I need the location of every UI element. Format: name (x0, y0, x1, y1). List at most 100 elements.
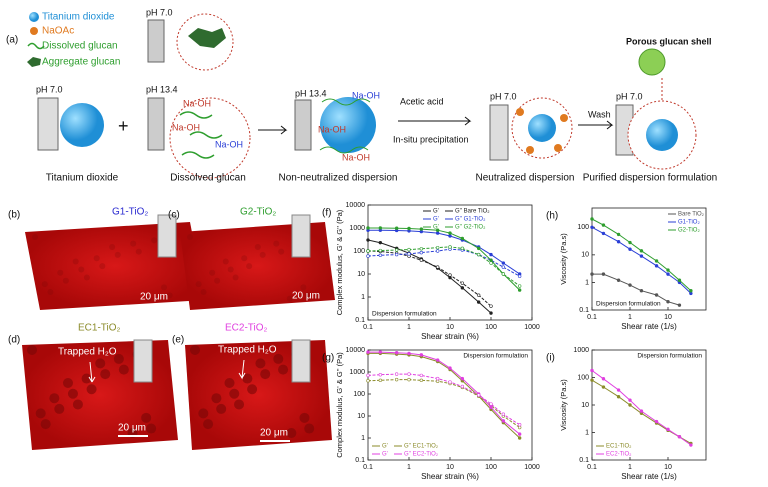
series-line (367, 239, 492, 314)
point (407, 247, 411, 252)
series-line (592, 273, 680, 306)
y-tick-label: 0.1 (355, 457, 365, 464)
y-tick-label: 10 (581, 252, 589, 259)
arrow (578, 120, 614, 130)
texture (49, 393, 60, 404)
texture (67, 388, 78, 399)
naoac (560, 114, 568, 122)
point (677, 278, 682, 282)
point (616, 395, 621, 399)
point (590, 272, 594, 276)
texture (216, 403, 227, 414)
point (378, 248, 383, 253)
vial-inset (133, 339, 153, 383)
arrow (398, 116, 472, 126)
texture (161, 284, 168, 291)
y-tick-label: 0.1 (579, 307, 589, 314)
point (378, 226, 383, 230)
point (628, 403, 632, 407)
point (666, 427, 670, 432)
legend-text: Aggregate glucan (42, 57, 120, 68)
point (435, 228, 440, 232)
point (476, 293, 481, 297)
point (378, 378, 383, 382)
point (419, 373, 424, 378)
point (448, 380, 452, 384)
series-line (368, 229, 520, 275)
point (489, 258, 493, 262)
texture (195, 281, 202, 288)
legend-label: G'' EC1-TiO₂ (404, 444, 439, 450)
point (639, 254, 644, 258)
x-tick-label: 1 (407, 464, 411, 471)
texture (241, 255, 248, 262)
texture (57, 269, 64, 276)
schematic: (a) Titanium dioxide NaOAc Dissolved glu… (6, 7, 717, 183)
texture (99, 263, 106, 270)
point (435, 249, 440, 253)
point (517, 423, 522, 427)
point (378, 350, 383, 354)
x-tick-label: 1000 (524, 464, 540, 471)
x-tick-label: 1 (628, 314, 632, 321)
legend-text: Titanium dioxide (42, 12, 115, 23)
point (476, 393, 481, 397)
arrow-label: Acetic acid (400, 96, 444, 106)
point (435, 358, 440, 362)
x-axis-label: Shear rate (1/s) (621, 472, 677, 481)
point (689, 443, 693, 447)
annotation: Dispersion formulation (372, 311, 437, 318)
scale-label: 20 μm (140, 292, 168, 303)
point (517, 436, 522, 440)
point (366, 350, 370, 354)
legend-text: NaOAc (42, 26, 74, 37)
vial (294, 99, 312, 151)
series-line (368, 227, 521, 291)
point (460, 236, 465, 241)
texture (211, 393, 222, 404)
point (677, 303, 682, 307)
plot-frame (367, 204, 533, 321)
point (616, 278, 621, 282)
texture (278, 248, 285, 255)
legend-text: Dissolved glucan (42, 41, 118, 52)
point (601, 377, 606, 381)
series-line (367, 379, 520, 428)
x-tick-label: 10 (664, 314, 672, 321)
texture (27, 345, 37, 355)
legend-label: G'' Bare TiO₂ (455, 209, 490, 215)
point (419, 353, 424, 357)
texture (214, 277, 221, 284)
point (677, 435, 682, 439)
plot-frame (591, 207, 707, 311)
step-label: Titanium dioxide (46, 173, 119, 184)
step-label: Dissolved glucan (170, 173, 246, 184)
y-axis-label: Viscosity (Pa.s) (559, 379, 568, 431)
point (448, 245, 452, 249)
point (394, 252, 399, 257)
point (435, 265, 440, 269)
point (448, 231, 452, 235)
naoac (516, 108, 524, 116)
arrow-label: In-situ precipitation (393, 134, 469, 144)
legend-label: G1-TiO₂ (678, 220, 700, 226)
y-tick-label: 1000 (349, 225, 365, 232)
series-line (368, 351, 521, 435)
scale-label: 20 μm (292, 291, 320, 302)
texture (141, 412, 152, 423)
legend-label: G2-TiO₂ (678, 228, 700, 234)
point (517, 432, 522, 436)
ph-label: pH 7.0 (146, 7, 173, 17)
plus: + (118, 116, 129, 136)
vial-inset (291, 214, 311, 258)
point (601, 385, 606, 389)
texture (72, 258, 79, 265)
charts: 0.1 1 10 100 1000 0.1 1 10 100 1000 10000 Shear str… (322, 202, 707, 481)
x-tick-label: 1 (407, 324, 411, 331)
texture (203, 419, 214, 430)
x-tick-label: 0.1 (587, 464, 597, 471)
point (666, 299, 670, 304)
x-tick-label: 10 (446, 324, 454, 331)
ph-label: pH 7.0 (616, 91, 643, 101)
